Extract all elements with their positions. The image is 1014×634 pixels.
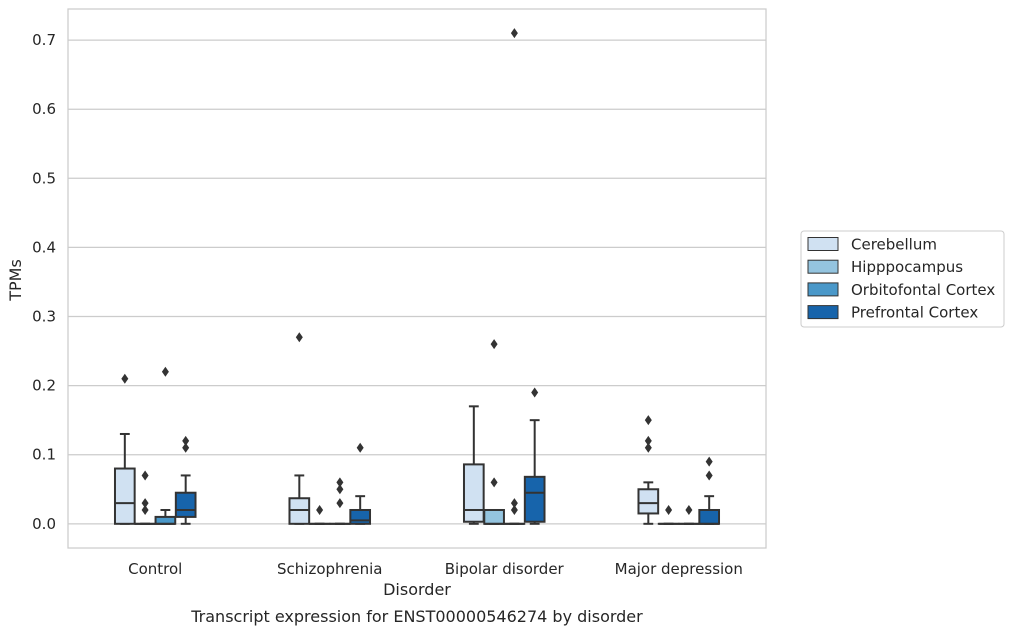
box-group	[329, 477, 351, 525]
box-group	[678, 504, 700, 525]
y-tick-label: 0.3	[32, 308, 56, 326]
legend-swatch	[807, 305, 839, 320]
outlier-point	[336, 484, 344, 495]
x-tick-label: Control	[128, 560, 182, 578]
outlier-point	[665, 504, 673, 515]
outlier-point	[295, 332, 303, 343]
box-group	[134, 470, 156, 525]
y-axis-label: TPMs	[6, 259, 25, 302]
outlier-point	[336, 477, 344, 488]
outlier-point	[510, 504, 518, 515]
legend-label: Cerebellum	[851, 236, 937, 254]
box	[483, 508, 505, 525]
outlier-point	[531, 387, 539, 398]
box	[288, 497, 311, 525]
box-group	[637, 415, 660, 525]
x-axis-label: Disorder	[383, 580, 451, 599]
x-tick-label: Major depression	[615, 560, 743, 578]
box	[523, 475, 546, 523]
y-tick-label: 0.4	[32, 238, 56, 256]
grid-lines	[68, 39, 766, 525]
outlier-point	[685, 504, 693, 515]
box	[637, 488, 660, 515]
legend-label: Hipppocampus	[851, 258, 963, 276]
legend-swatch	[807, 237, 839, 251]
box-group	[349, 442, 372, 525]
outlier-point	[316, 504, 324, 515]
box-group	[288, 332, 311, 525]
outlier-point	[510, 498, 518, 509]
outlier-point	[644, 442, 652, 453]
legend-swatch	[807, 282, 839, 297]
plot-frame	[67, 8, 767, 549]
box	[113, 467, 136, 525]
outlier-point	[141, 504, 149, 515]
x-tick-label: Bipolar disorder	[445, 560, 565, 578]
box-group	[174, 435, 197, 525]
outlier-point	[644, 435, 652, 446]
box	[154, 515, 177, 525]
outlier-point	[490, 339, 498, 350]
box	[174, 491, 197, 518]
legend-items: Cerebellum Hipppocampus Orbitofontal Corte…	[807, 236, 995, 322]
outlier-point	[510, 28, 518, 39]
box	[698, 508, 721, 525]
outlier-point	[336, 498, 344, 509]
legend-label: Prefrontal Cortex	[851, 304, 978, 322]
box	[349, 508, 372, 525]
y-tick-label: 0.5	[32, 169, 56, 187]
legend: Cerebellum Hipppocampus Orbitofontal Corte…	[800, 230, 1005, 328]
box-group	[308, 504, 331, 525]
chart-title: Transcript expression for ENST0000054627…	[190, 607, 643, 626]
box-group	[154, 366, 177, 525]
box-group	[698, 456, 721, 525]
x-tick-label: Schizophrenia	[277, 560, 382, 578]
outlier-point	[161, 366, 169, 377]
y-tick-label: 0.0	[32, 515, 56, 533]
outlier-point	[182, 435, 190, 446]
outlier-point	[141, 498, 149, 509]
box-group	[462, 405, 485, 525]
box	[462, 463, 485, 523]
y-tick-label: 0.7	[32, 31, 56, 49]
outlier-point	[356, 442, 364, 453]
y-tick-label: 0.2	[32, 377, 56, 395]
y-tick-label: 0.6	[32, 100, 56, 118]
outlier-point	[644, 415, 652, 426]
x-axis-ticks: Control Schizophrenia Bipolar disorder Majo…	[128, 560, 743, 578]
y-tick-label: 0.1	[32, 446, 56, 464]
box-group	[503, 28, 526, 525]
outlier-point	[141, 470, 149, 481]
y-axis-ticks: 0.0 0.1 0.2 0.3 0.4 0.5 0.6 0.7	[32, 31, 56, 533]
outlier-point	[705, 470, 713, 481]
legend-frame	[800, 230, 1005, 328]
box-group	[113, 373, 136, 525]
box-group	[657, 504, 680, 525]
outlier-point	[121, 373, 129, 384]
outlier-point	[705, 456, 713, 467]
legend-swatch	[807, 259, 839, 274]
legend-label: Orbitofontal Cortex	[851, 281, 995, 299]
outlier-point	[182, 442, 190, 453]
box-group	[483, 339, 505, 525]
outlier-point	[490, 477, 498, 488]
boxes	[113, 28, 721, 525]
box-group	[523, 387, 546, 525]
